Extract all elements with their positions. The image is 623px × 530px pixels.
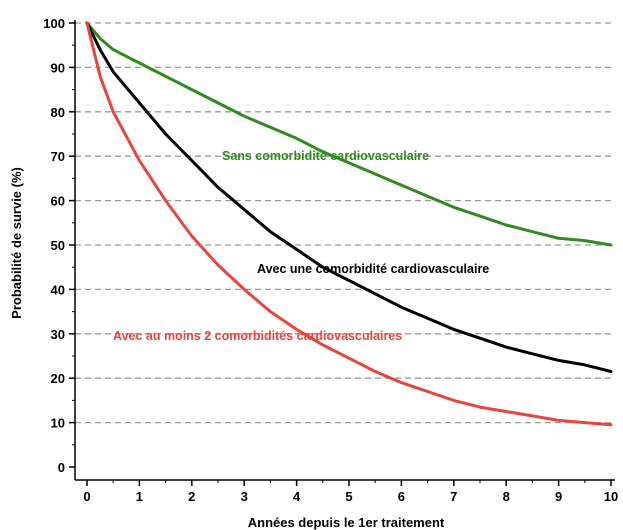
x-tick-label: 8: [503, 489, 510, 504]
series-label-une-comorbidite: Avec une comorbidité cardiovasculaire: [257, 262, 489, 276]
y-tick-label: 60: [51, 194, 65, 209]
series-label-sans-comorbidite: Sans comorbidité cardiovasculaire: [222, 149, 429, 163]
x-tick-label: 9: [555, 489, 562, 504]
x-tick-label: 5: [345, 489, 352, 504]
y-tick-label: 30: [51, 327, 65, 342]
x-tick-label: 10: [604, 489, 618, 504]
series-lines: [85, 21, 613, 427]
line-sans-comorbidite: [85, 21, 613, 247]
y-tick-label: 80: [51, 105, 65, 120]
y-axis-title: Probabilité de survie (%): [9, 167, 24, 319]
y-tick-label: 20: [51, 371, 65, 386]
x-ticks: 0 1 2 3 4 5 6 7 8 9 10: [83, 480, 618, 504]
x-tick-label: 3: [241, 489, 248, 504]
y-tick-label: 70: [51, 149, 65, 164]
y-tick-label: 0: [58, 460, 65, 475]
y-tick-label: 10: [51, 416, 65, 431]
x-tick-label: 0: [83, 489, 90, 504]
line-une-comorbidite: [85, 21, 613, 373]
x-tick-label: 2: [188, 489, 195, 504]
x-tick-label: 6: [398, 489, 405, 504]
series-label-deux-comorbidites: Avec au moins 2 comorbidités cardiovascu…: [113, 329, 402, 343]
y-tick-label: 40: [51, 282, 65, 297]
axes: [74, 20, 615, 481]
x-tick-label: 7: [450, 489, 457, 504]
x-tick-label: 4: [293, 489, 301, 504]
gridlines: [75, 22, 615, 424]
y-ticks: 0 10 20 30 40 50 60 70 80 90 100: [43, 16, 75, 475]
x-axis-title: Années depuis le 1er traitement: [248, 515, 445, 530]
y-tick-label: 50: [51, 238, 65, 253]
x-tick-label: 1: [136, 489, 143, 504]
line-deux-comorbidites: [85, 21, 613, 427]
y-tick-label: 100: [43, 16, 65, 31]
y-tick-label: 90: [51, 60, 65, 75]
